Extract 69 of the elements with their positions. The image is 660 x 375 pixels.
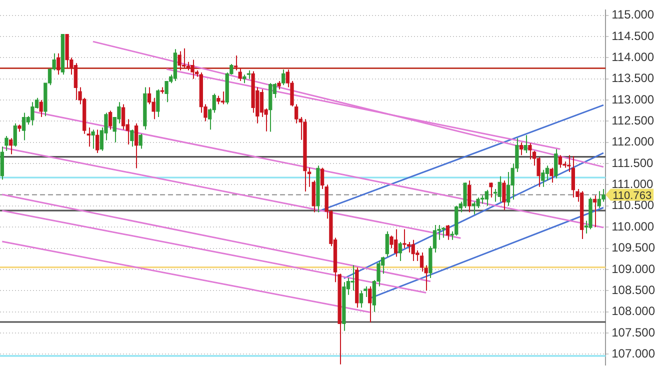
candlestick	[13, 122, 17, 148]
candlestick	[541, 169, 545, 188]
candlestick	[320, 167, 324, 190]
candlestick	[359, 290, 364, 308]
y-tick-label: 109.500	[612, 240, 656, 255]
candlestick	[108, 110, 112, 130]
candlestick	[238, 68, 242, 82]
candlestick	[524, 134, 528, 154]
candlestick	[138, 133, 142, 150]
candlestick	[4, 136, 8, 152]
candlestick	[178, 50, 182, 71]
candlestick	[130, 129, 134, 148]
y-tick-label: 110.000	[612, 219, 654, 234]
candlestick	[558, 154, 562, 168]
candlestick	[394, 228, 398, 258]
candlestick	[489, 182, 493, 198]
y-tick-label: 108.500	[612, 282, 656, 297]
candlestick	[86, 127, 91, 148]
candlestick	[402, 228, 406, 249]
candlestick	[134, 122, 138, 169]
candlestick	[506, 172, 510, 206]
y-tick-label: 113.000	[612, 92, 654, 106]
candlestick	[398, 241, 402, 262]
y-tick-label: 109.000	[612, 262, 656, 276]
candlestick	[234, 55, 238, 71]
candlestick	[121, 104, 126, 130]
y-tick-label: 111.000	[612, 177, 654, 192]
y-tick-label: 114.500	[612, 28, 654, 43]
candlestick	[446, 224, 450, 240]
candlestick	[498, 176, 502, 202]
y-tick-label: 113.500	[612, 71, 654, 86]
candlestick	[528, 142, 532, 160]
candlestick	[463, 182, 467, 209]
candlestick	[74, 62, 78, 101]
candlestick	[294, 104, 298, 124]
candlestick	[385, 230, 389, 258]
candlestick	[571, 155, 576, 198]
y-tick-label: 114.000	[612, 50, 654, 64]
y-tick-label: 112.500	[612, 114, 654, 128]
y-tick-label: 115.000	[612, 8, 654, 22]
candlestick	[30, 102, 34, 126]
candlestick	[550, 167, 554, 184]
candlestick	[156, 88, 160, 118]
candlestick	[519, 142, 524, 156]
candlestick	[96, 129, 100, 154]
candlestick	[164, 80, 168, 103]
y-tick-label: 108.000	[612, 304, 656, 318]
candlestick	[282, 69, 286, 86]
candlestick	[56, 52, 60, 76]
y-tick-label: 107.000	[612, 346, 656, 361]
candlestick	[592, 194, 597, 228]
candlestick	[350, 264, 354, 292]
candlestick	[39, 100, 43, 118]
candlestick	[420, 252, 424, 272]
candlestick	[8, 138, 13, 155]
candlestick	[484, 189, 488, 206]
y-tick-label: 112.000	[612, 134, 654, 149]
candlestick	[554, 148, 558, 179]
candlestick	[91, 129, 95, 150]
candlestick	[260, 88, 264, 118]
candlestick	[472, 201, 476, 215]
candlestick	[368, 286, 372, 323]
candlestick	[190, 59, 194, 80]
candlestick	[468, 180, 472, 213]
y-tick-label: 107.500	[612, 325, 656, 340]
candlestick	[406, 241, 411, 254]
candlestick	[502, 180, 506, 211]
candlestick	[22, 112, 26, 141]
y-tick-label: 111.500	[612, 156, 654, 170]
